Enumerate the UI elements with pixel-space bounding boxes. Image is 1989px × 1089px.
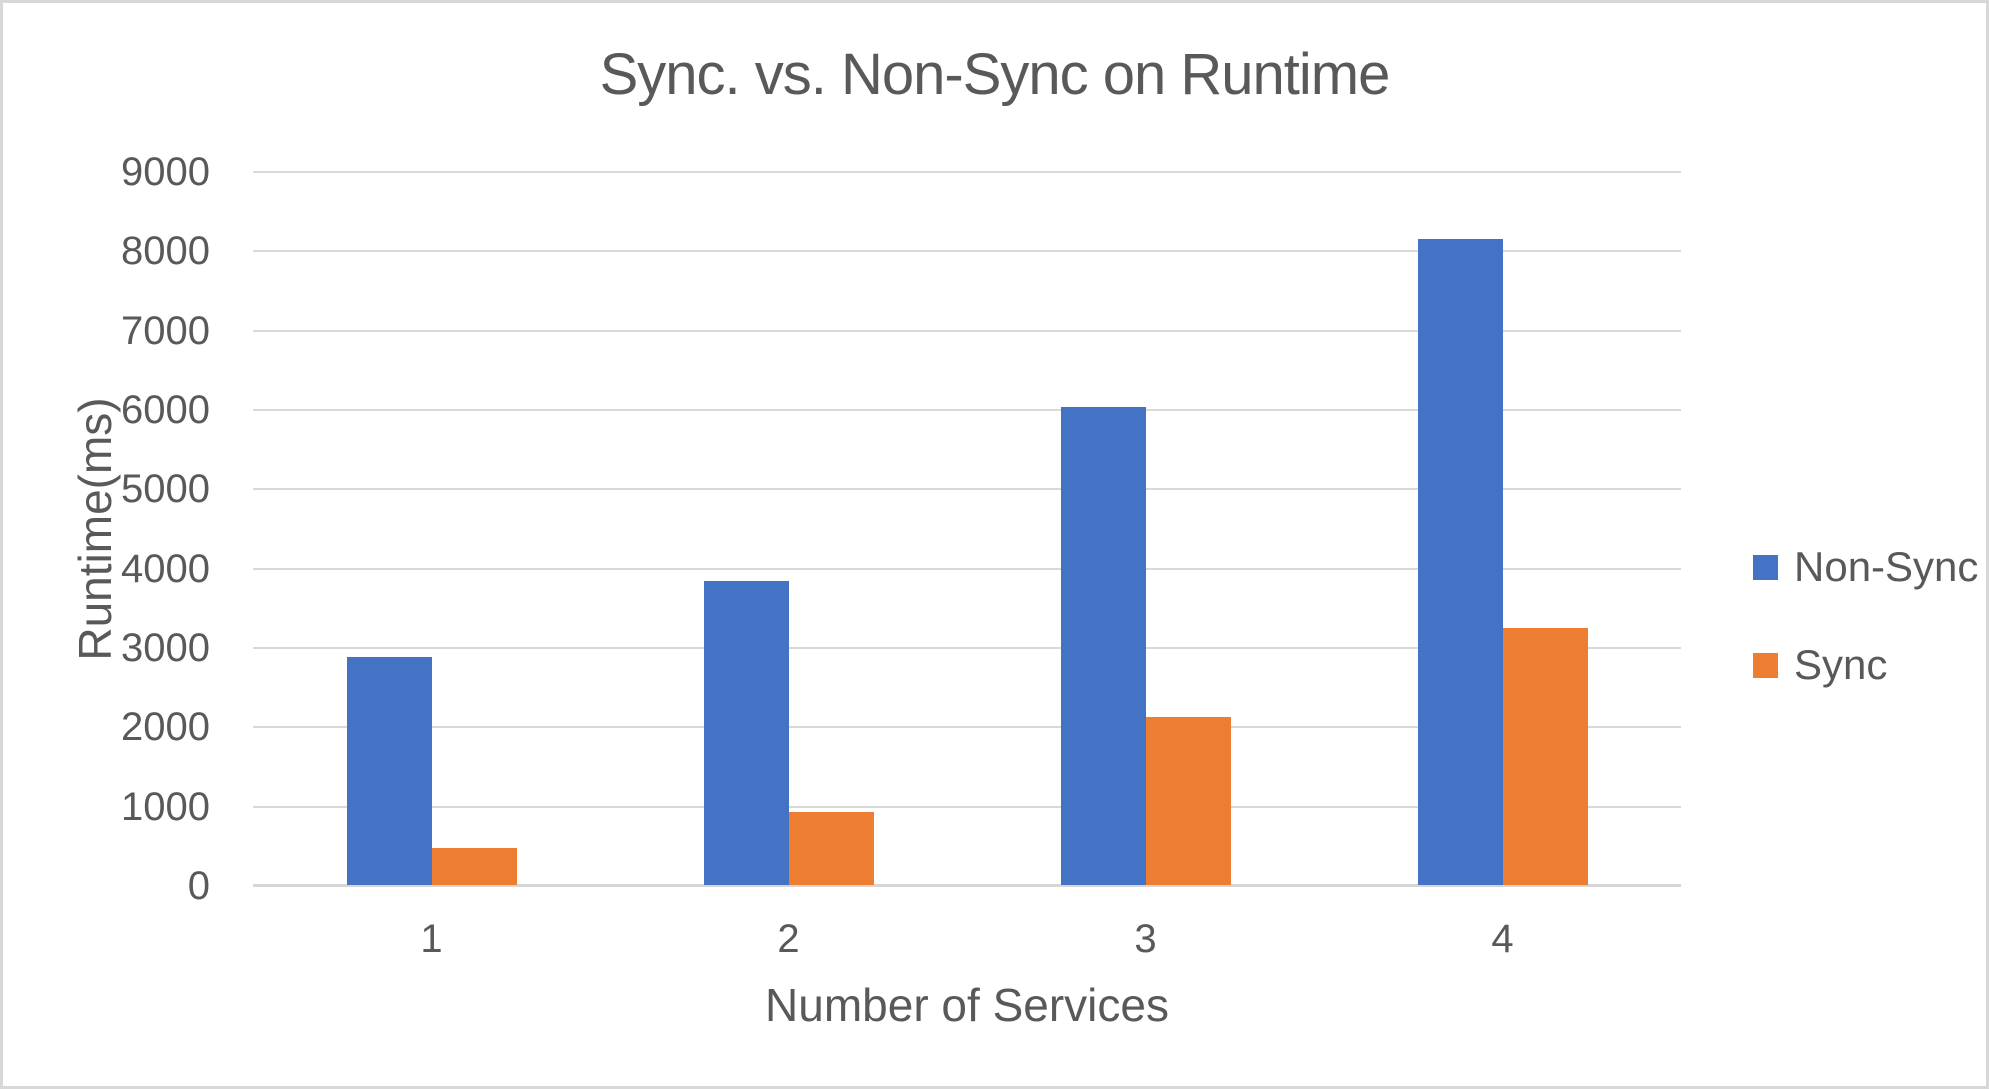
plot-area — [253, 171, 1681, 887]
y-tick-label: 9000 — [121, 150, 210, 194]
y-tick-label: 0 — [187, 864, 210, 908]
gridline — [253, 488, 1681, 491]
y-axis-title: Runtime(ms) — [69, 397, 121, 661]
bar-non-sync — [346, 656, 432, 885]
bar-sync — [1145, 716, 1231, 885]
y-tick-label: 1000 — [121, 784, 210, 829]
y-tick-label: 4000 — [121, 546, 210, 591]
bar-non-sync — [703, 581, 789, 885]
y-tick-label: 2000 — [121, 705, 210, 750]
x-tick-label: 1 — [420, 917, 443, 961]
gridline — [253, 726, 1681, 729]
y-tick-label: 3000 — [121, 626, 210, 670]
y-tick-label: 6000 — [121, 388, 210, 432]
legend: Non-Sync Sync — [1753, 543, 1978, 739]
x-tick-label: 4 — [1491, 917, 1514, 961]
y-tick-label: 8000 — [121, 229, 210, 274]
legend-label-non-sync: Non-Sync — [1794, 543, 1979, 590]
gridline — [253, 567, 1681, 570]
x-tick-label: 2 — [777, 917, 800, 961]
gridline — [253, 647, 1681, 649]
chart-title: Sync. vs. Non-Sync on Runtime — [599, 42, 1391, 107]
non-sync-swatch-icon — [1753, 554, 1778, 580]
bar-sync — [431, 847, 517, 885]
x-axis-line — [253, 884, 1681, 887]
gridline — [253, 409, 1681, 411]
bar-sync — [1502, 627, 1588, 885]
legend-entry-non-sync: Non-Sync — [1753, 543, 1978, 591]
y-tick-label: 5000 — [121, 467, 210, 512]
y-tick-label: 7000 — [121, 308, 210, 353]
bar-sync — [788, 812, 874, 885]
gridline — [253, 805, 1681, 808]
x-tick-label: 3 — [1134, 917, 1157, 961]
legend-entry-sync: Sync — [1753, 641, 1978, 689]
legend-label-sync: Sync — [1794, 641, 1888, 688]
bar-non-sync — [1060, 407, 1146, 885]
bar-non-sync — [1417, 239, 1503, 885]
sync-swatch-icon — [1753, 652, 1778, 678]
gridline — [253, 329, 1681, 332]
gridline — [253, 250, 1681, 253]
x-axis-title: Number of Services — [765, 979, 1169, 1031]
gridline — [253, 171, 1681, 173]
